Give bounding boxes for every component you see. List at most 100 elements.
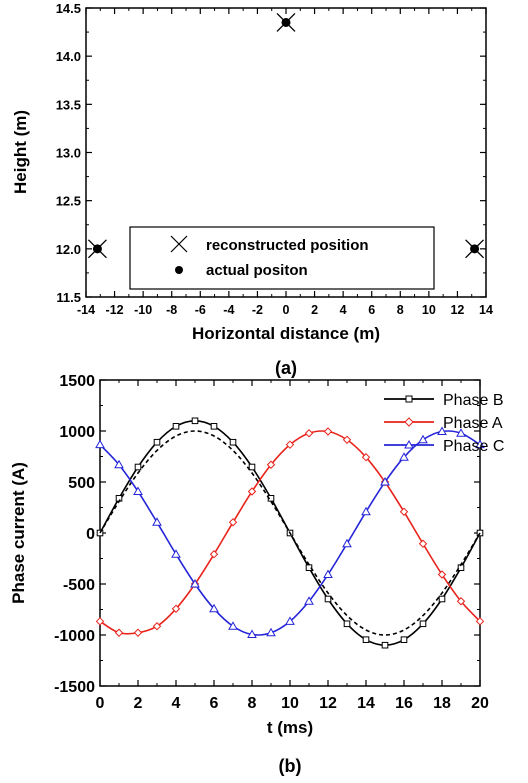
chart-b: 0 2 4 6 8 10 12 14 16 18 20 -1500 -1000 -500 0 500 1000 1… [9, 373, 504, 776]
x-tick-label: -12 [106, 303, 124, 317]
x-tick-label: -14 [77, 303, 95, 317]
x-tick-label: 14 [479, 303, 493, 317]
x-tick-label: 2 [134, 695, 143, 712]
phase-b-point [438, 595, 446, 603]
phase-b-point [381, 641, 389, 649]
chart-a-legend-actual: actual positon [206, 262, 308, 279]
phase-a-point [133, 628, 143, 637]
phase-a-point [95, 617, 105, 626]
x-tick-label: -10 [134, 303, 152, 317]
y-tick-label: 12.5 [56, 194, 81, 209]
y-tick-label: -500 [63, 577, 95, 594]
chart-a-ticks: -14 -12 -10 -8 -6 -4 -2 0 2 4 6 8 10 12 14 11.5 12.0 12.5… [56, 1, 493, 317]
y-tick-label: 14.5 [56, 1, 81, 16]
phase-c-point [190, 578, 200, 588]
phase-a-point [152, 622, 162, 631]
x-tick-label: 12 [319, 695, 337, 712]
legend-dot-icon [175, 266, 183, 274]
phase-c-point [209, 603, 219, 613]
phase-a-point [418, 539, 428, 548]
chart-a: -14 -12 -10 -8 -6 -4 -2 0 2 4 6 8 10 12 14 11.5 12.0 12.5… [11, 1, 493, 378]
y-tick-label: 11.5 [56, 290, 81, 305]
phase-b-point [172, 423, 180, 430]
x-tick-label: 8 [248, 695, 257, 712]
x-tick-label: 18 [433, 695, 451, 712]
x-tick-label: 12 [450, 303, 464, 317]
phase-c-point [304, 596, 314, 605]
phase-c-point [133, 486, 143, 495]
x-tick-label: 4 [340, 303, 347, 317]
x-tick-label: -6 [195, 303, 206, 317]
x-tick-label: 10 [281, 695, 299, 712]
chart-b-ticks: 0 2 4 6 8 10 12 14 16 18 20 -1500 -1000 -500 0 500 1000 1… [54, 373, 489, 712]
y-tick-label: 1500 [59, 373, 95, 390]
legend-square-icon [405, 395, 413, 403]
phase-c-point [152, 517, 162, 526]
phase-b-point [134, 463, 142, 471]
phase-b-point [210, 423, 218, 430]
phase-a-point [228, 518, 238, 527]
phase-a-point [361, 453, 371, 462]
phase-b-point [324, 595, 332, 603]
x-tick-label: -2 [252, 303, 263, 317]
phase-b-point [191, 417, 199, 425]
chart-a-points [87, 12, 485, 259]
phase-c-point [380, 476, 390, 486]
phase-a-point [342, 435, 352, 444]
phase-c-point [285, 616, 295, 625]
y-tick-label: 12.0 [56, 242, 81, 257]
phase-c-point [247, 629, 257, 638]
phase-b-point [419, 620, 427, 628]
phase-a-point [114, 628, 124, 637]
x-tick-label: 0 [283, 303, 290, 317]
phase-b-point [400, 636, 408, 643]
phase-c-point [342, 538, 352, 548]
phase-a-point [171, 604, 181, 613]
phase-c-point [361, 506, 371, 516]
phase-b-point [153, 438, 161, 446]
chart-a-ylabel: Height (m) [11, 110, 30, 194]
phase-c-point [228, 621, 238, 630]
phase-a-point [209, 550, 219, 559]
phase-c-point [475, 439, 485, 449]
reconstructed-position-point [276, 12, 296, 32]
x-tick-label: 2 [311, 303, 318, 317]
chart-b-caption: (b) [279, 756, 302, 776]
legend-phase-b-label: Phase B [443, 392, 503, 409]
chart-a-legend-box [129, 226, 435, 290]
phase-a-point [456, 597, 466, 606]
legend-phase-a-label: Phase A [443, 415, 503, 432]
chart-b-series [95, 417, 485, 649]
chart-b-ylabel: Phase current (A) [9, 462, 28, 604]
phase-b-point [343, 620, 351, 628]
chart-b-xlabel: t (ms) [267, 718, 313, 737]
phase-b-point [229, 438, 237, 446]
phase-a-point [266, 460, 276, 469]
x-tick-label: 14 [357, 695, 375, 712]
y-tick-label: 13.0 [56, 146, 81, 161]
y-tick-label: 1000 [59, 424, 95, 441]
x-tick-label: 4 [172, 695, 181, 712]
x-tick-label: 10 [422, 303, 436, 317]
chart-a-legend-reconstructed: reconstructed position [206, 237, 369, 254]
phase-a-point [304, 429, 314, 438]
phase-b-point [248, 463, 256, 471]
phase-c-point [114, 459, 124, 469]
phase-a-point [285, 440, 295, 449]
chart-a-caption: (a) [275, 358, 297, 378]
phase-c-point [399, 452, 409, 461]
x-tick-label: 16 [395, 695, 413, 712]
x-tick-label: 0 [96, 695, 105, 712]
phase-c-point [171, 549, 181, 558]
legend-cross-icon [170, 235, 188, 253]
legend-diamond-icon [404, 417, 414, 427]
phase-a-point [399, 507, 409, 516]
y-tick-label: -1500 [54, 679, 95, 696]
x-tick-label: 8 [397, 303, 404, 317]
reconstructed-position-point [465, 239, 485, 259]
phase-a-point [323, 427, 333, 436]
x-tick-label: 20 [471, 695, 489, 712]
legend-phase-c-label: Phase C [443, 438, 504, 455]
legend-triangle-icon [404, 439, 414, 449]
